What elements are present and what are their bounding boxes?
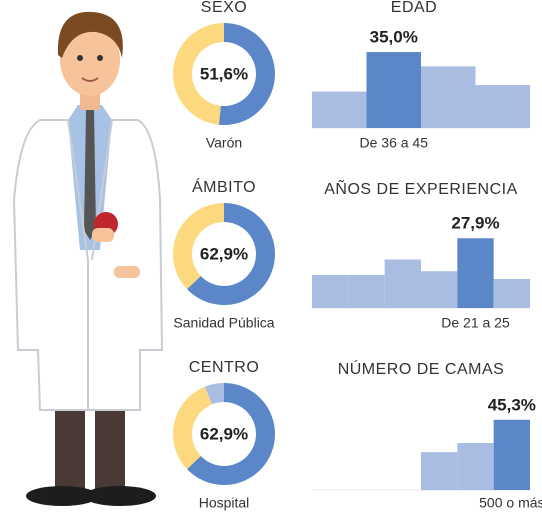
chart-title: SEXO [201,0,247,16]
bar [421,66,476,128]
bar [312,275,348,308]
value-label: 27,9% [451,214,499,233]
category-label: Varón [206,135,242,151]
category-label: De 21 a 25 [441,315,510,331]
value-label: 35,0% [370,28,418,47]
category-label: De 36 a 45 [360,135,429,151]
chart-title: EDAD [391,0,437,16]
chart-title: NÚMERO DE CAMAS [338,359,505,378]
bar [476,85,531,128]
bar [457,443,493,490]
bar [348,275,384,308]
bar [494,420,530,490]
value-label: 51,6% [200,64,248,83]
category-label: Sanidad Pública [173,315,274,331]
bar [312,92,367,128]
bar [421,271,457,308]
value-label: 62,9% [200,244,248,263]
bar [457,238,493,308]
chart-title: ÁMBITO [192,177,256,196]
category-label: 500 o más [479,495,542,511]
bar [367,52,422,128]
value-label: 62,9% [200,424,248,443]
bar [421,452,457,490]
chart-title: CENTRO [189,359,260,376]
chart-title: AÑOS DE EXPERIENCIA [324,178,518,198]
infographic: SEXO 51,6% Varón ÁMBITO 62,9% Sanidad Pública… [0,0,542,519]
doctor-illustration [14,12,162,506]
bar [385,260,421,309]
category-label: Hospital [199,495,250,511]
value-label: 45,3% [488,395,536,414]
bar [494,279,530,308]
